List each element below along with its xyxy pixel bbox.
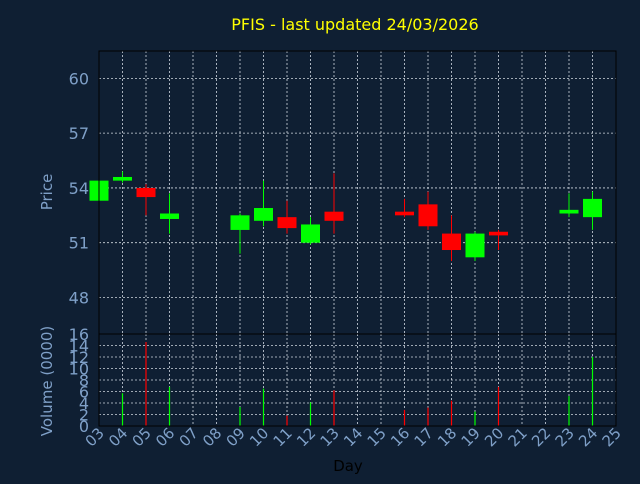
day-tick-label: 09: [223, 424, 249, 450]
price-tick-label: 54: [69, 179, 89, 198]
day-tick-label: 21: [505, 424, 531, 450]
volume-bars: [121, 342, 594, 426]
volume-tick-label: 0: [79, 417, 89, 436]
volume-tick-label: 10: [69, 360, 89, 379]
price-tick-label: 48: [69, 288, 89, 307]
candle-body: [230, 215, 250, 230]
candle-body: [324, 211, 344, 221]
day-tick-label: 06: [152, 424, 178, 450]
candle-body: [395, 211, 414, 216]
day-tick-label: 19: [458, 424, 484, 450]
day-tick-label: 14: [340, 424, 366, 450]
day-tick-label: 23: [552, 424, 578, 450]
volume-tick-label: 4: [79, 394, 89, 413]
candle-body: [418, 204, 438, 227]
day-tick-label: 11: [270, 424, 296, 450]
day-tick-label: 16: [387, 424, 413, 450]
price-tick-label: 57: [69, 124, 89, 143]
price-gridlines: [99, 51, 616, 334]
price-tick-labels: 48 51 54 57 60: [69, 69, 89, 307]
price-tick-label: 60: [69, 69, 89, 88]
volume-tick-label: 12: [69, 348, 89, 367]
volume-tick-label: 14: [69, 337, 89, 356]
day-tick-labels: 0304050607080910111213141516171819202122…: [82, 424, 625, 450]
volume-panel-frame: [98, 333, 617, 427]
candle-body: [442, 233, 461, 251]
candle-body: [160, 213, 179, 219]
candle-body: [559, 209, 579, 214]
candle-body: [136, 187, 156, 198]
candles: [89, 171, 602, 261]
day-tick-label: 22: [528, 424, 554, 450]
candle-body: [583, 198, 602, 218]
day-tick-label: 18: [434, 424, 460, 450]
volume-tick-label: 2: [79, 406, 89, 425]
chart-title: PFIS - last updated 24/03/2026: [231, 15, 478, 34]
candle-body: [254, 208, 273, 221]
day-tick-label: 04: [105, 424, 131, 450]
volume-tick-label: 6: [79, 383, 89, 402]
day-tick-label: 05: [129, 424, 155, 450]
day-tick-label: 17: [411, 424, 437, 450]
day-tick-label: 07: [176, 424, 202, 450]
volume-axis-label: Volume (0000): [38, 326, 56, 436]
day-tick-label: 24: [575, 424, 601, 450]
x-axis-label: Day: [333, 457, 363, 475]
day-tick-label: 10: [246, 424, 272, 450]
day-tick-label: 25: [599, 424, 625, 450]
candle-body: [301, 224, 320, 243]
price-axis-label: Price: [38, 174, 56, 211]
volume-gridlines: [99, 333, 616, 427]
candle-body: [113, 176, 132, 181]
day-tick-label: 08: [199, 424, 225, 450]
panel-frames: [98, 50, 617, 427]
candle-body: [465, 233, 485, 258]
price-tick-label: 51: [69, 234, 89, 253]
volume-tick-label: 16: [69, 325, 89, 344]
day-tick-label: 13: [317, 424, 343, 450]
day-tick-label: 15: [364, 424, 390, 450]
day-tick-label: 12: [293, 424, 319, 450]
candle-body: [489, 231, 508, 236]
candle-body: [277, 217, 297, 229]
volume-tick-label: 8: [79, 371, 89, 390]
day-tick-label: 20: [481, 424, 507, 450]
